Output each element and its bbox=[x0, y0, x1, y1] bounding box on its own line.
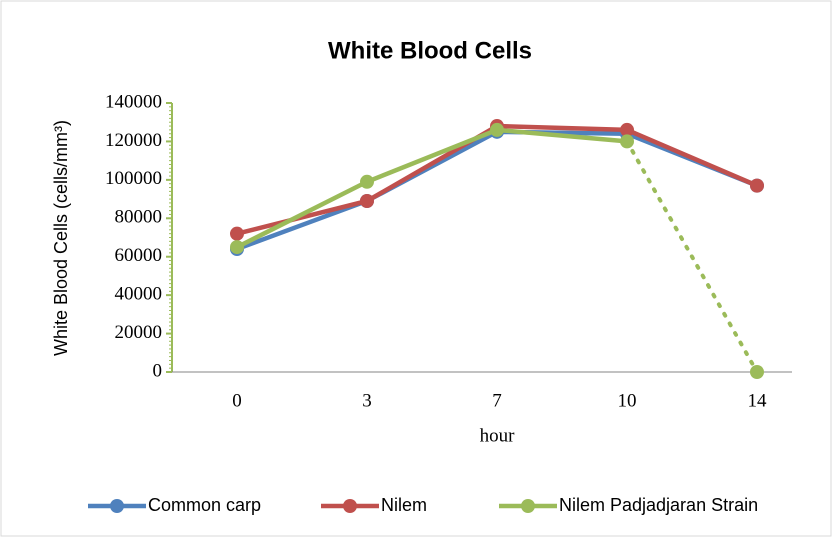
data-point bbox=[360, 193, 374, 208]
data-point bbox=[360, 174, 374, 189]
x-tick-label: 14 bbox=[748, 390, 768, 411]
y-axis-label: White Blood Cells (cells/mm³) bbox=[51, 120, 71, 356]
legend-label: Nilem Padjadjaran Strain bbox=[559, 495, 758, 515]
chart-title: White Blood Cells bbox=[328, 37, 532, 64]
y-tick-label: 20000 bbox=[115, 322, 163, 343]
legend-label: Common carp bbox=[148, 495, 261, 515]
data-point bbox=[230, 226, 244, 241]
legend-marker bbox=[521, 499, 535, 513]
data-point bbox=[750, 178, 764, 193]
series-line bbox=[625, 139, 759, 374]
y-tick-label: 0 bbox=[153, 360, 163, 381]
y-tick-label: 80000 bbox=[115, 207, 163, 228]
y-tick-label: 60000 bbox=[115, 245, 163, 266]
legend-marker bbox=[110, 499, 124, 513]
data-point bbox=[490, 122, 504, 137]
data-point bbox=[230, 240, 244, 255]
y-tick-label: 40000 bbox=[115, 284, 163, 305]
x-tick-label: 3 bbox=[362, 390, 372, 411]
series-line bbox=[234, 127, 630, 250]
y-tick-label: 100000 bbox=[105, 168, 162, 189]
legend-label: Nilem bbox=[381, 495, 427, 515]
x-tick-label: 10 bbox=[618, 390, 637, 411]
data-point bbox=[620, 122, 634, 137]
data-point bbox=[750, 365, 764, 379]
y-tick-label: 140000 bbox=[105, 91, 162, 112]
legend-marker bbox=[343, 499, 357, 513]
x-tick-label: 7 bbox=[492, 390, 502, 411]
data-point bbox=[620, 134, 634, 149]
y-tick-label: 120000 bbox=[105, 130, 162, 151]
x-tick-label: 0 bbox=[232, 390, 242, 411]
x-axis-label: hour bbox=[480, 425, 516, 446]
